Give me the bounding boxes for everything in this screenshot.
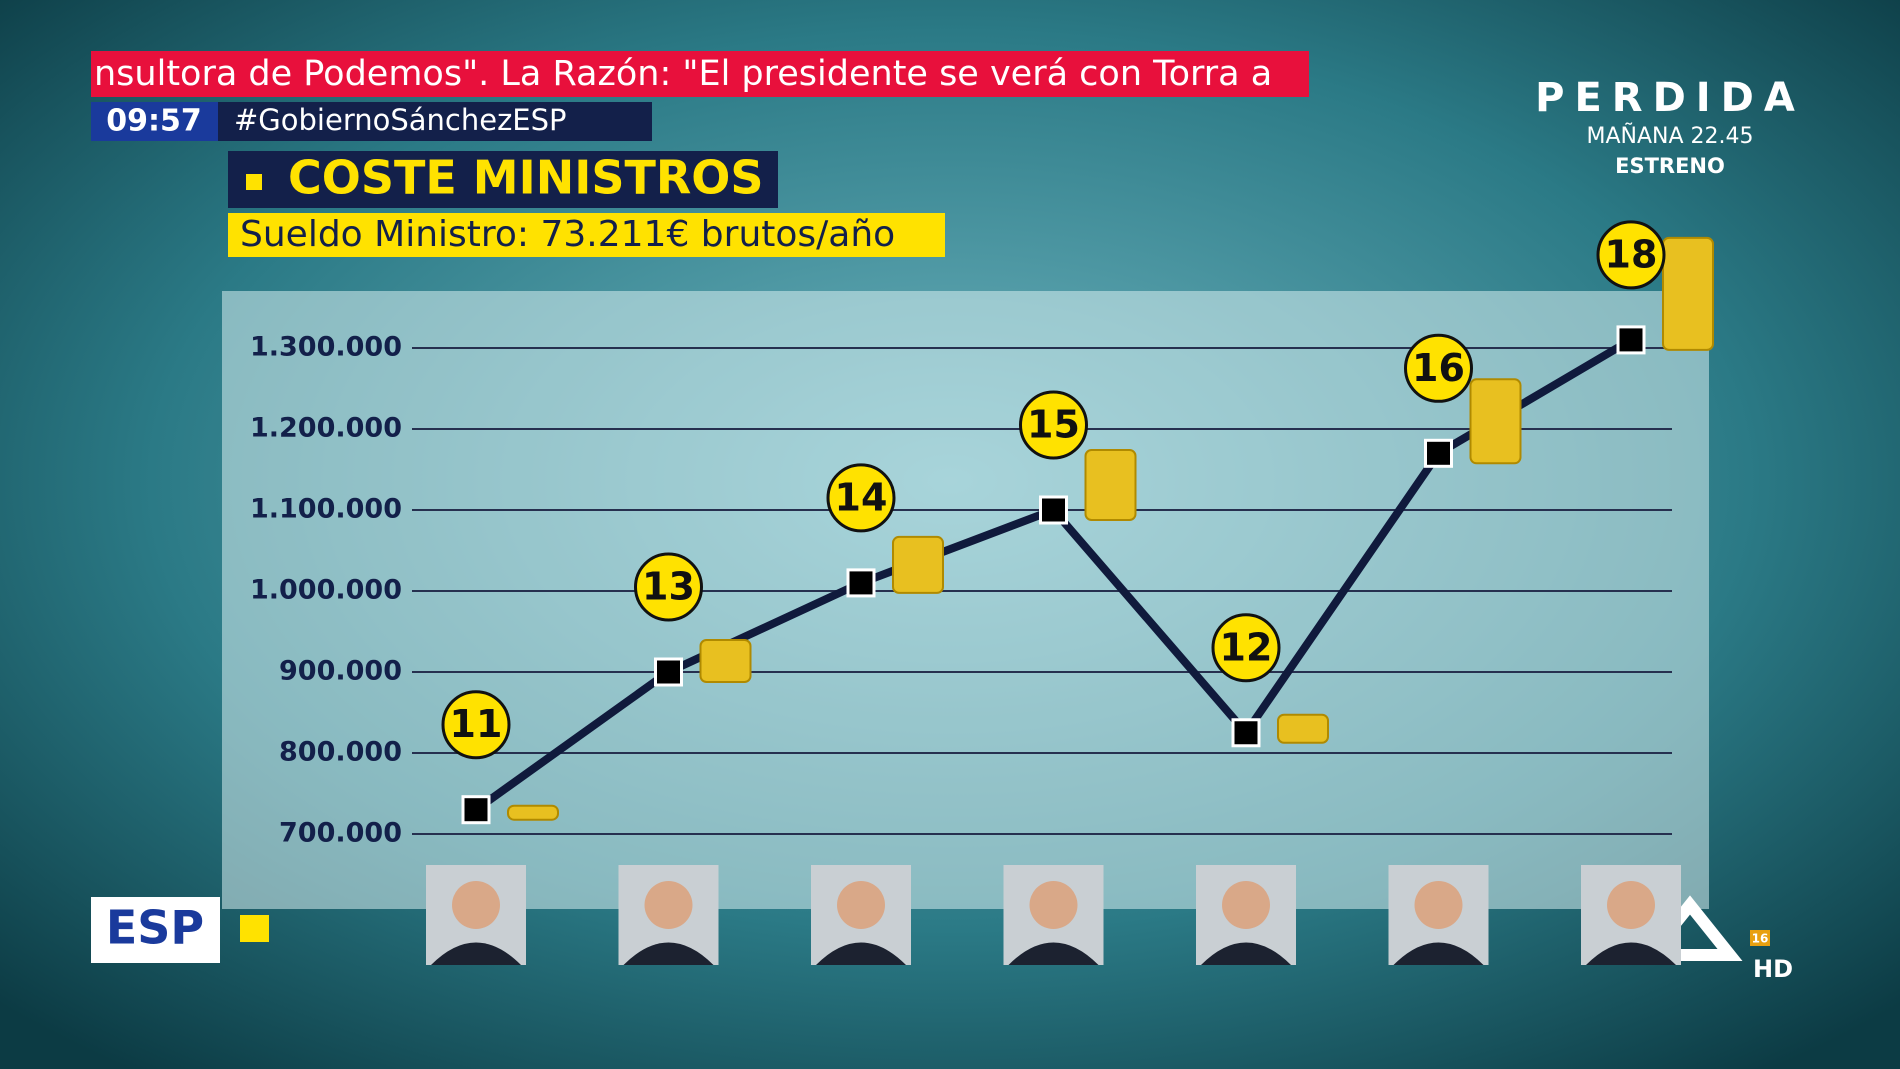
- point-label: 15: [1027, 403, 1080, 447]
- coin-stack: [1277, 713, 1329, 744]
- chart-title: COSTE MINISTROS: [288, 151, 763, 205]
- photo-face: [1414, 881, 1463, 929]
- point-label: 13: [642, 565, 695, 609]
- ticker-text: nsultora de Podemos". La Razón: "El pres…: [94, 54, 1272, 94]
- hd-badge: HD: [1753, 955, 1793, 983]
- section-square: [240, 915, 269, 942]
- y-tick-label: 700.000: [279, 818, 402, 849]
- section-logo-box: [91, 897, 220, 963]
- point-label: 16: [1412, 346, 1465, 390]
- point-marker: [1616, 325, 1646, 355]
- y-tick-label: 1.200.000: [250, 413, 402, 444]
- coin-stack: [699, 639, 752, 683]
- ticker-bar: [91, 51, 1309, 97]
- title-box: [228, 151, 778, 208]
- coin-stack: [1469, 378, 1522, 465]
- point-label-badge: [441, 690, 511, 760]
- photo-face: [452, 881, 500, 929]
- rating-box: [1750, 930, 1770, 946]
- point-label: 11: [450, 702, 503, 746]
- photo-face: [644, 881, 693, 929]
- photo-suit: [1393, 942, 1484, 965]
- point-marker: [1231, 718, 1261, 748]
- coin-stack: [1662, 236, 1714, 351]
- point-label: 18: [1605, 232, 1658, 276]
- coin-stack: [1084, 449, 1137, 521]
- clock: 09:57: [106, 104, 202, 139]
- photo-face: [1029, 881, 1078, 929]
- title-bullet: [246, 174, 262, 190]
- point-label-badge: [1211, 613, 1281, 683]
- point-label-badge: [1596, 220, 1666, 290]
- promo-time: MAÑANA 22.45: [1586, 122, 1753, 149]
- point-label-badge: [634, 552, 703, 622]
- point-label-badge: [826, 463, 896, 533]
- photo-suit: [816, 942, 906, 965]
- subtitle-box: [228, 213, 945, 257]
- hashtag-box: [218, 102, 652, 141]
- point-marker: [1039, 495, 1068, 525]
- rating: 16: [1752, 932, 1769, 946]
- coin-stack: [892, 535, 944, 594]
- y-tick-label: 1.100.000: [250, 494, 402, 525]
- point-label: 14: [835, 475, 888, 519]
- point-marker: [461, 795, 491, 825]
- point-marker: [846, 568, 876, 598]
- y-tick-label: 1.000.000: [250, 575, 402, 606]
- y-tick-label: 800.000: [279, 737, 402, 768]
- photo-suit: [1586, 942, 1676, 965]
- photo-suit: [431, 942, 521, 965]
- point-label-badge: [1019, 390, 1088, 460]
- clock-box: [91, 102, 218, 141]
- photo-face: [1607, 881, 1655, 929]
- point-marker: [1424, 438, 1453, 468]
- y-tick-label: 1.300.000: [250, 332, 402, 363]
- section-logo: ESP: [106, 901, 204, 955]
- coin-stack: [507, 804, 559, 821]
- point-marker: [654, 657, 683, 687]
- photo-face: [1222, 881, 1270, 929]
- hashtag: #GobiernoSánchezESP: [234, 103, 567, 137]
- photo-suit: [623, 942, 714, 965]
- photo-suit: [1008, 942, 1099, 965]
- photo-face: [837, 881, 885, 929]
- photo-suit: [1201, 942, 1291, 965]
- point-label: 12: [1220, 625, 1273, 669]
- point-label-badge: [1404, 333, 1473, 403]
- promo-title: PERDIDA: [1535, 75, 1805, 121]
- y-tick-label: 900.000: [279, 656, 402, 687]
- promo-tag: ESTRENO: [1615, 154, 1725, 178]
- chart-subtitle: Sueldo Ministro: 73.211€ brutos/año: [240, 214, 895, 255]
